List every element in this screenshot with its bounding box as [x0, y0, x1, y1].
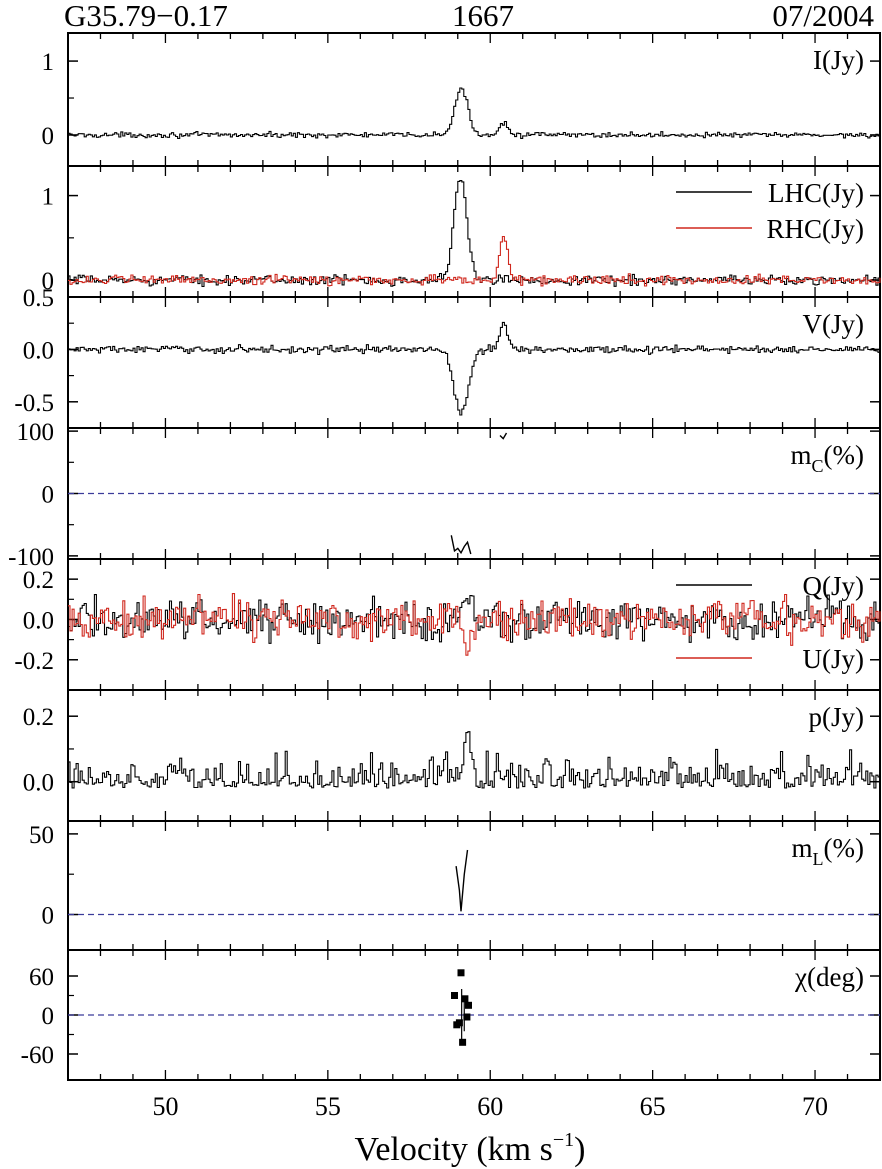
spectrum-lhcjy — [68, 180, 881, 288]
epoch-label: 07/2004 — [772, 0, 874, 33]
y-tick-label: -100 — [8, 544, 54, 571]
x-tick-label: 70 — [802, 1092, 828, 1121]
panel-label: χ(deg) — [794, 962, 864, 992]
label-main: m — [790, 440, 811, 470]
label-tail: (%) — [824, 833, 864, 863]
legend-entry: LHC(Jy) — [768, 178, 864, 208]
panel-QU: -0.2 0.0 0.2 Q(Jy) U(Jy) — [14, 558, 881, 691]
label-main: V(Jy) — [803, 309, 865, 339]
label-main: m — [792, 833, 813, 863]
y-tick-label: 0 — [42, 482, 55, 509]
chi-point — [465, 1001, 472, 1009]
chi-point — [461, 995, 469, 1003]
x-tick-label: 60 — [477, 1092, 503, 1121]
panel-p: 0.0 0.2 p(Jy) — [23, 689, 881, 822]
panel-I: 0 1 I(Jy) — [42, 32, 881, 167]
y-tick-label: 50 — [29, 822, 54, 849]
legend-entry: Q(Jy) — [803, 571, 865, 601]
y-tick-label: 0 — [42, 268, 55, 295]
panel-frame — [67, 32, 881, 167]
legend-entry: RHC(Jy) — [766, 214, 864, 244]
spectrum-rhcjy — [68, 235, 881, 287]
y-tick-label: -0.2 — [14, 648, 54, 675]
fraction-trace — [455, 849, 469, 912]
chi-point — [451, 992, 458, 999]
y-tick-label: 1 — [42, 184, 55, 211]
fraction-trace — [499, 432, 508, 440]
spectrum-I — [68, 87, 881, 139]
y-tick-label: -60 — [21, 1042, 54, 1069]
panel-frame — [67, 820, 881, 951]
x-tick-label: 50 — [152, 1092, 178, 1121]
panel-label: mC(%) — [790, 440, 864, 476]
y-tick-label: 1 — [42, 49, 55, 76]
chi-point — [457, 969, 465, 977]
y-tick-label: 0 — [42, 903, 55, 930]
spectrum-ujy — [68, 593, 881, 656]
panels-group: 0 1 I(Jy) 0 1 LHC(Jy) RHC(Jy) -0.5 0.0 0.5 V(Jy) -1… — [8, 32, 881, 1081]
fraction-trace — [450, 535, 472, 555]
y-tick-label: 0 — [42, 123, 55, 150]
label-tail: (%) — [824, 440, 864, 470]
y-tick-label: 0.0 — [23, 770, 54, 797]
panel-frame — [67, 689, 881, 822]
x-tick-label: 55 — [315, 1092, 341, 1121]
y-tick-label: 100 — [17, 419, 55, 446]
y-tick-label: 0.2 — [23, 567, 54, 594]
frequency-label: 1667 — [452, 0, 514, 33]
label-main: I(Jy) — [813, 45, 864, 75]
source-name: G35.79−0.17 — [64, 0, 228, 33]
y-tick-label: 0.0 — [23, 607, 54, 634]
panel-label: V(Jy) — [803, 309, 865, 339]
spectrum-p — [68, 731, 881, 789]
panel-mL: 0 50 mL(%) — [29, 820, 881, 951]
label-sub: C — [812, 456, 824, 476]
y-tick-label: 60 — [29, 964, 54, 991]
y-tick-label: 0.5 — [23, 285, 54, 312]
label-sub: L — [813, 849, 824, 869]
chi-point — [463, 1013, 471, 1021]
panel-V: -0.5 0.0 0.5 V(Jy) — [14, 285, 881, 429]
x-axis: 50 55 60 65 70 — [152, 1092, 828, 1121]
y-tick-label: 0.0 — [23, 337, 54, 364]
spectrum-V — [68, 321, 881, 416]
y-tick-label: -0.5 — [14, 390, 54, 417]
y-tick-label: 0 — [42, 1003, 55, 1030]
y-tick-label: 0.2 — [23, 704, 54, 731]
label-main: χ(deg) — [794, 962, 864, 992]
label-main: p(Jy) — [809, 702, 865, 732]
chi-point — [455, 1019, 463, 1027]
panel-label: p(Jy) — [809, 702, 865, 732]
panel-label: mL(%) — [792, 833, 865, 869]
x-axis-label: Velocity (km s−1) — [355, 1129, 586, 1168]
legend-entry: U(Jy) — [803, 644, 865, 674]
panel-chi: -60 0 60 χ(deg) — [21, 949, 881, 1081]
panel-label: I(Jy) — [813, 45, 864, 75]
panel-LR: 0 1 LHC(Jy) RHC(Jy) — [42, 165, 881, 298]
chi-point — [459, 1038, 467, 1046]
x-tick-label: 65 — [640, 1092, 666, 1121]
panel-mC: -100 0 100 mC(%) — [8, 419, 881, 571]
